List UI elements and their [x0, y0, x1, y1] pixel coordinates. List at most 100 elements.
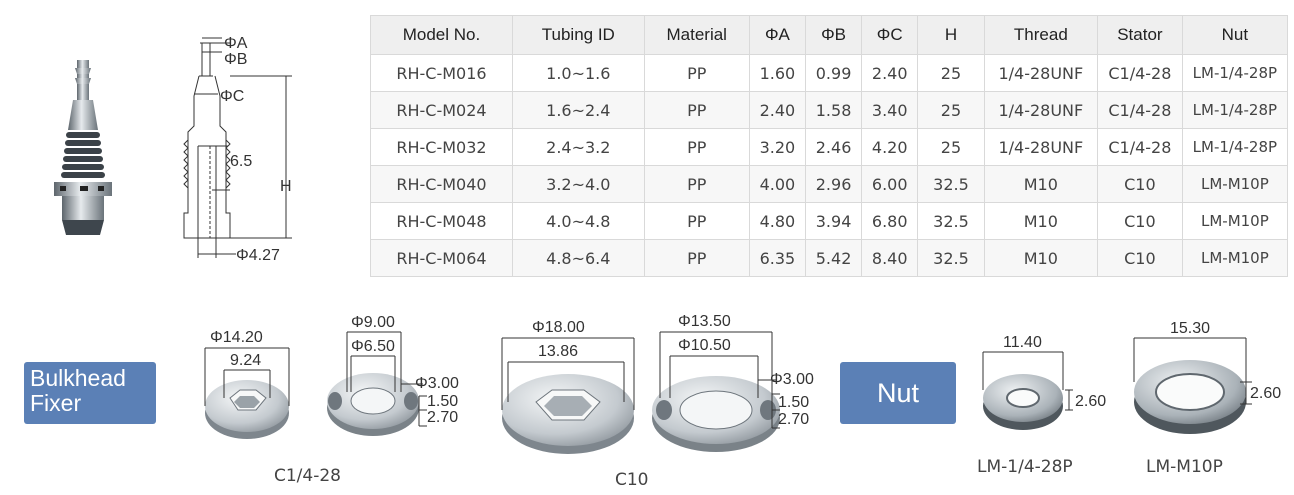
cell-thread: M10 [983, 165, 1099, 203]
c10-thickness-2: 2.70 [778, 411, 809, 428]
cell-stator: C1/4-28 [1097, 128, 1183, 166]
cell-phi-c: 6.80 [861, 202, 919, 240]
table-row: RH-C-M064 4.8~6.4 PP 6.35 5.42 8.40 32.5… [370, 239, 1289, 277]
cell-phi-c: 3.40 [861, 91, 919, 129]
cell-phi-c: 4.20 [861, 128, 919, 166]
large-nut-caption: LM-M10P [1146, 457, 1223, 477]
cell-stator: C10 [1097, 165, 1183, 203]
cell-phi-c: 6.00 [861, 165, 919, 203]
nut-lm-m10p: 15.30 2.60 [1133, 320, 1281, 434]
base-diameter-label: Φ4.27 [236, 247, 280, 264]
cell-model: RH-C-M032 [370, 128, 513, 166]
col-h: H [917, 15, 985, 55]
cell-thread: M10 [983, 239, 1099, 277]
cell-phi-b: 3.94 [804, 202, 863, 240]
c14-outer-diameter: Φ14.20 [210, 329, 263, 346]
c10-hex-width: 13.86 [538, 343, 578, 360]
cell-thread: 1/4-28UNF [983, 128, 1099, 166]
cell-nut: LM-M10P [1181, 165, 1289, 203]
cell-phi-c: 8.40 [861, 239, 919, 277]
phi-a-label: ΦA [224, 35, 248, 52]
cell-phi-a: 1.60 [748, 54, 806, 92]
c10-caption: C10 [615, 470, 649, 490]
cell-material: PP [643, 239, 750, 277]
cell-stator: C1/4-28 [1097, 91, 1183, 129]
cell-material: PP [643, 54, 750, 92]
cell-material: PP [643, 128, 750, 166]
cell-phi-a: 4.00 [748, 165, 806, 203]
height-label: H [280, 178, 292, 195]
table-header-row: Model No. Tubing ID Material ΦA ΦB ΦC H … [370, 15, 1289, 55]
cell-model: RH-C-M016 [370, 54, 513, 92]
spec-table: Model No. Tubing ID Material ΦA ΦB ΦC H … [370, 15, 1289, 277]
c14-caption: C1/4-28 [274, 466, 341, 486]
col-phi-c: ΦC [861, 15, 919, 55]
c14-hex-fixer: Φ14.20 9.24 [204, 329, 290, 439]
cell-phi-a: 2.40 [748, 91, 806, 129]
cell-tubing-id: 1.0~1.6 [511, 54, 645, 92]
c10-thickness-1: 1.50 [778, 394, 809, 411]
cell-tubing-id: 4.8~6.4 [511, 239, 645, 277]
col-thread: Thread [983, 15, 1099, 55]
small-nut-width: 11.40 [1003, 334, 1042, 351]
c10-washer-outer: Φ13.50 [678, 313, 731, 330]
fitting-illustration [54, 60, 112, 235]
cell-material: PP [643, 91, 750, 129]
cell-tubing-id: 3.2~4.0 [511, 165, 645, 203]
cell-thread: 1/4-28UNF [983, 91, 1099, 129]
cell-phi-c: 2.40 [861, 54, 919, 92]
c14-hex-width: 9.24 [230, 352, 261, 369]
c10-hex-fixer: Φ18.00 13.86 [501, 319, 635, 454]
nut-badge: Nut [840, 362, 956, 424]
bulkhead-badge-line2: Fixer [30, 390, 82, 416]
cell-thread: 1/4-28UNF [983, 54, 1099, 92]
col-phi-a: ΦA [748, 15, 806, 55]
phi-b-label: ΦB [224, 51, 247, 68]
phi-c-label: ΦC [220, 88, 244, 105]
cell-phi-b: 1.58 [804, 91, 863, 129]
cell-phi-b: 0.99 [804, 54, 863, 92]
cell-model: RH-C-M064 [370, 239, 513, 277]
cell-h: 32.5 [917, 202, 985, 240]
col-tubing-id: Tubing ID [511, 15, 645, 55]
cell-nut: LM-1/4-28P [1181, 54, 1289, 92]
cell-nut: LM-1/4-28P [1181, 91, 1289, 129]
cell-h: 32.5 [917, 165, 985, 203]
col-nut: Nut [1181, 15, 1289, 55]
cell-phi-a: 4.80 [748, 202, 806, 240]
cell-h: 32.5 [917, 239, 985, 277]
cell-tubing-id: 1.6~2.4 [511, 91, 645, 129]
nut-lm-1-4-28p: 11.40 2.60 [982, 334, 1106, 430]
c10-washer-inner: Φ10.50 [678, 337, 731, 354]
bulkhead-badge-line1: Bulkhead [30, 365, 126, 391]
cell-phi-b: 2.96 [804, 165, 863, 203]
table-row: RH-C-M032 2.4~3.2 PP 3.20 2.46 4.20 25 1… [370, 128, 1289, 166]
cell-thread: M10 [983, 202, 1099, 240]
cell-h: 25 [917, 128, 985, 166]
table-row: RH-C-M016 1.0~1.6 PP 1.60 0.99 2.40 25 1… [370, 54, 1289, 92]
c14-washer-inner: Φ6.50 [351, 338, 395, 355]
c10-pin-diameter: Φ3.00 [770, 371, 814, 388]
small-nut-caption: LM-1/4-28P [977, 457, 1073, 477]
c10-pin-washer: Φ13.50 Φ10.50 Φ3.00 1.50 2.70 [652, 313, 814, 452]
cell-nut: LM-M10P [1181, 202, 1289, 240]
cell-phi-b: 2.46 [804, 128, 863, 166]
fitting-section-drawing: ΦA ΦB ΦC 6.5 H Φ4.27 [183, 35, 292, 264]
table-row: RH-C-M040 3.2~4.0 PP 4.00 2.96 6.00 32.5… [370, 165, 1289, 203]
bulkhead-fixer-badge: Bulkhead Fixer [24, 362, 156, 424]
cell-stator: C10 [1097, 202, 1183, 240]
cell-nut: LM-M10P [1181, 239, 1289, 277]
cell-material: PP [643, 202, 750, 240]
col-phi-b: ΦB [804, 15, 863, 55]
c14-pin-washer: Φ9.00 Φ6.50 Φ3.00 1.50 2.70 [327, 314, 459, 436]
cell-h: 25 [917, 54, 985, 92]
c14-washer-outer: Φ9.00 [351, 314, 395, 331]
cell-tubing-id: 2.4~3.2 [511, 128, 645, 166]
cell-nut: LM-1/4-28P [1181, 128, 1289, 166]
c14-thickness-2: 2.70 [427, 409, 458, 426]
cell-tubing-id: 4.0~4.8 [511, 202, 645, 240]
table-row: RH-C-M024 1.6~2.4 PP 2.40 1.58 3.40 25 1… [370, 91, 1289, 129]
c10-outer-diameter: Φ18.00 [532, 319, 585, 336]
c14-pin-diameter: Φ3.00 [415, 375, 459, 392]
large-nut-height: 2.60 [1250, 385, 1281, 402]
